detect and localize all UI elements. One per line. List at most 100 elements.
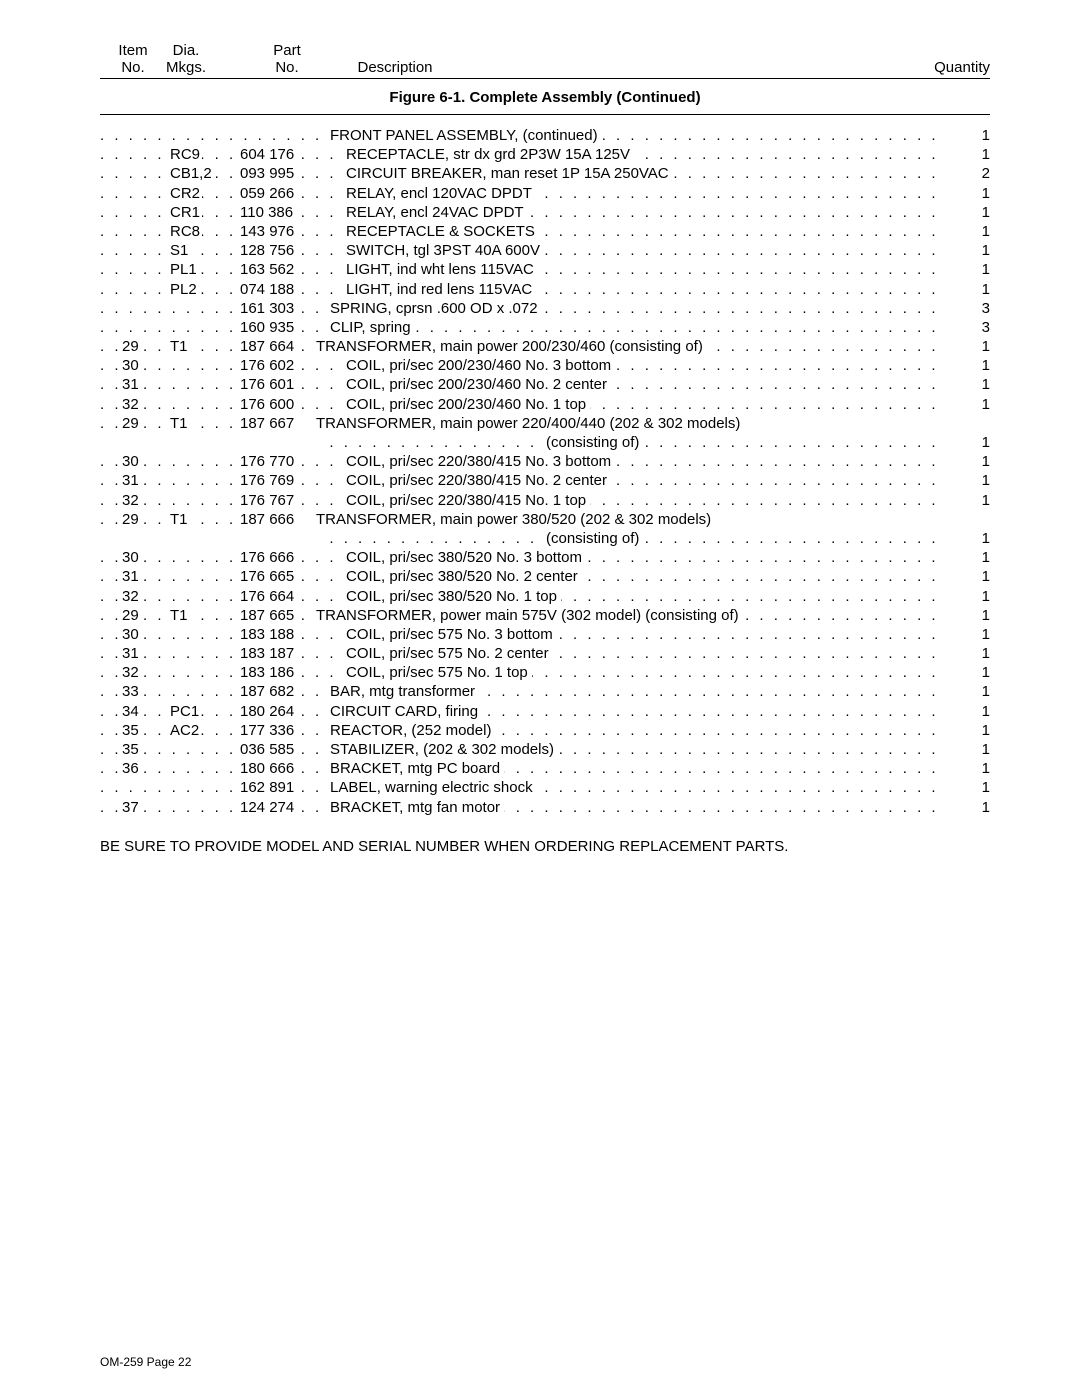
quantity: 1 <box>976 626 990 643</box>
quantity: 1 <box>976 127 990 144</box>
dot-leader: . . . . . . . . . . . . . . . . . . . . … <box>100 799 944 818</box>
item-no: 29 <box>120 415 141 432</box>
item-no: 36 <box>120 760 141 777</box>
table-row: . . . . . . . . . . . . . . . . . . . . … <box>100 261 990 280</box>
quantity: 1 <box>976 242 990 259</box>
part-no: 180 666 <box>238 760 296 777</box>
table-row: . . . . . . . . . . . . . . . . . . . . … <box>100 185 990 204</box>
quantity: 1 <box>976 261 990 278</box>
item-no: 32 <box>120 492 141 509</box>
part-no: 110 386 <box>238 204 295 221</box>
dia-mkgs: T1 <box>168 415 190 432</box>
description: TRANSFORMER, main power 380/520 (202 & 3… <box>312 511 715 528</box>
description: COIL, pri/sec 575 No. 1 top <box>342 664 532 681</box>
part-no: 176 664 <box>238 588 296 605</box>
table-row: . . . . . . . . . . . . . . . . . . . . … <box>100 626 990 645</box>
quantity: 1 <box>976 722 990 739</box>
table-row: . . . . . . . . . . . . . . . . . . . . … <box>100 530 990 549</box>
part-no: 176 601 <box>238 376 296 393</box>
table-row: . . . . . . . . . . . . . . . . . . . . … <box>100 722 990 741</box>
part-no: 177 336 <box>238 722 296 739</box>
ordering-note: BE SURE TO PROVIDE MODEL AND SERIAL NUMB… <box>100 838 990 855</box>
description: RECEPTACLE & SOCKETS <box>342 223 539 240</box>
part-no: 176 769 <box>238 472 296 489</box>
table-row: . . . . . . . . . . . . . . . . . . . . … <box>100 549 990 568</box>
dot-leader: . . . . . . . . . . . . . . . . . . . . … <box>100 760 944 779</box>
item-no: 33 <box>120 683 141 700</box>
description: REACTOR, (252 model) <box>326 722 495 739</box>
description: (consisting of) <box>542 530 643 547</box>
part-no: 074 188 <box>238 281 296 298</box>
quantity: 1 <box>976 530 990 547</box>
dia-mkgs: S1 <box>168 242 190 259</box>
quantity: 1 <box>976 453 990 470</box>
description: TRANSFORMER, power main 575V (302 model)… <box>312 607 743 624</box>
item-no: 29 <box>120 511 141 528</box>
table-row: . . . . . . . . . . . . . . . . . . . . … <box>100 703 990 722</box>
dia-mkgs: T1 <box>168 338 190 355</box>
quantity: 1 <box>976 568 990 585</box>
table-row: . . . . . . . . . . . . . . . . . . . . … <box>100 127 990 146</box>
description: CIRCUIT CARD, firing <box>326 703 482 720</box>
quantity: 1 <box>976 472 990 489</box>
dia-mkgs: T1 <box>168 511 190 528</box>
quantity: 1 <box>976 357 990 374</box>
part-no: 163 562 <box>238 261 296 278</box>
header-part-l1: Part <box>273 42 301 59</box>
part-no: 176 665 <box>238 568 296 585</box>
part-no: 183 188 <box>238 626 296 643</box>
description: (consisting of) <box>542 434 643 451</box>
quantity: 1 <box>976 607 990 624</box>
header-qty: Quantity <box>920 60 990 77</box>
quantity: 1 <box>976 396 990 413</box>
dot-leader: . . . . . . . . . . . . . . . . . . . . … <box>100 703 944 722</box>
dia-mkgs: PL2 <box>168 281 199 298</box>
quantity: 3 <box>976 319 990 336</box>
table-header: Item No. Dia. Mkgs. Part No. Description… <box>100 40 990 79</box>
page: Item No. Dia. Mkgs. Part No. Description… <box>0 0 1080 1397</box>
part-no: 176 600 <box>238 396 296 413</box>
dia-mkgs: CR2 <box>168 185 202 202</box>
blank-cover <box>100 434 326 451</box>
item-no: 31 <box>120 568 141 585</box>
dia-mkgs: CB1,2 <box>168 165 214 182</box>
description: COIL, pri/sec 220/380/415 No. 1 top <box>342 492 590 509</box>
item-no: 32 <box>120 588 141 605</box>
description: COIL, pri/sec 200/230/460 No. 1 top <box>342 396 590 413</box>
quantity: 1 <box>976 703 990 720</box>
header-dia-l2: Mkgs. <box>166 59 206 76</box>
description: COIL, pri/sec 575 No. 2 center <box>342 645 553 662</box>
description: RECEPTACLE, str dx grd 2P3W 15A 125V <box>342 146 634 163</box>
dia-mkgs: PC1 <box>168 703 201 720</box>
description: BRACKET, mtg PC board <box>326 760 504 777</box>
part-no: 143 976 <box>238 223 296 240</box>
dia-mkgs: PL1 <box>168 261 199 278</box>
quantity: 1 <box>976 799 990 816</box>
dia-mkgs: RC8 <box>168 223 202 240</box>
item-no: 31 <box>120 376 141 393</box>
part-no: 059 266 <box>238 185 296 202</box>
quantity: 1 <box>976 549 990 566</box>
part-no: 604 176 <box>238 146 296 163</box>
quantity: 2 <box>976 165 990 182</box>
part-no: 187 666 <box>238 511 296 528</box>
description: FRONT PANEL ASSEMBLY, (continued) <box>326 127 602 144</box>
header-qty-label: Quantity <box>934 59 990 76</box>
quantity: 1 <box>976 376 990 393</box>
quantity: 1 <box>976 683 990 700</box>
table-row: . . . . . . . . . . . . . . . . . . . . … <box>100 492 990 511</box>
description: COIL, pri/sec 220/380/415 No. 2 center <box>342 472 611 489</box>
table-row: . . . . . . . . . . . . . . . . . . . . … <box>100 741 990 760</box>
header-desc-label: Description <box>357 59 432 76</box>
dia-mkgs: T1 <box>168 607 190 624</box>
page-footer: OM-259 Page 22 <box>100 1355 191 1369</box>
dot-leader: . . . . . . . . . . . . . . . . . . . . … <box>100 722 944 741</box>
table-row: . . . . . . . . . . . . . . . . . . . . … <box>100 472 990 491</box>
table-row: . . . . . . . . . . . . . . . . . . . . … <box>100 396 990 415</box>
header-part-l2: No. <box>275 59 298 76</box>
header-item-l1: Item <box>118 42 147 59</box>
description: COIL, pri/sec 200/230/460 No. 2 center <box>342 376 611 393</box>
table-row: . . . . . . . . . . . . . . . . . . . . … <box>100 281 990 300</box>
quantity: 1 <box>976 664 990 681</box>
description: SPRING, cprsn .600 OD x .072 <box>326 300 542 317</box>
